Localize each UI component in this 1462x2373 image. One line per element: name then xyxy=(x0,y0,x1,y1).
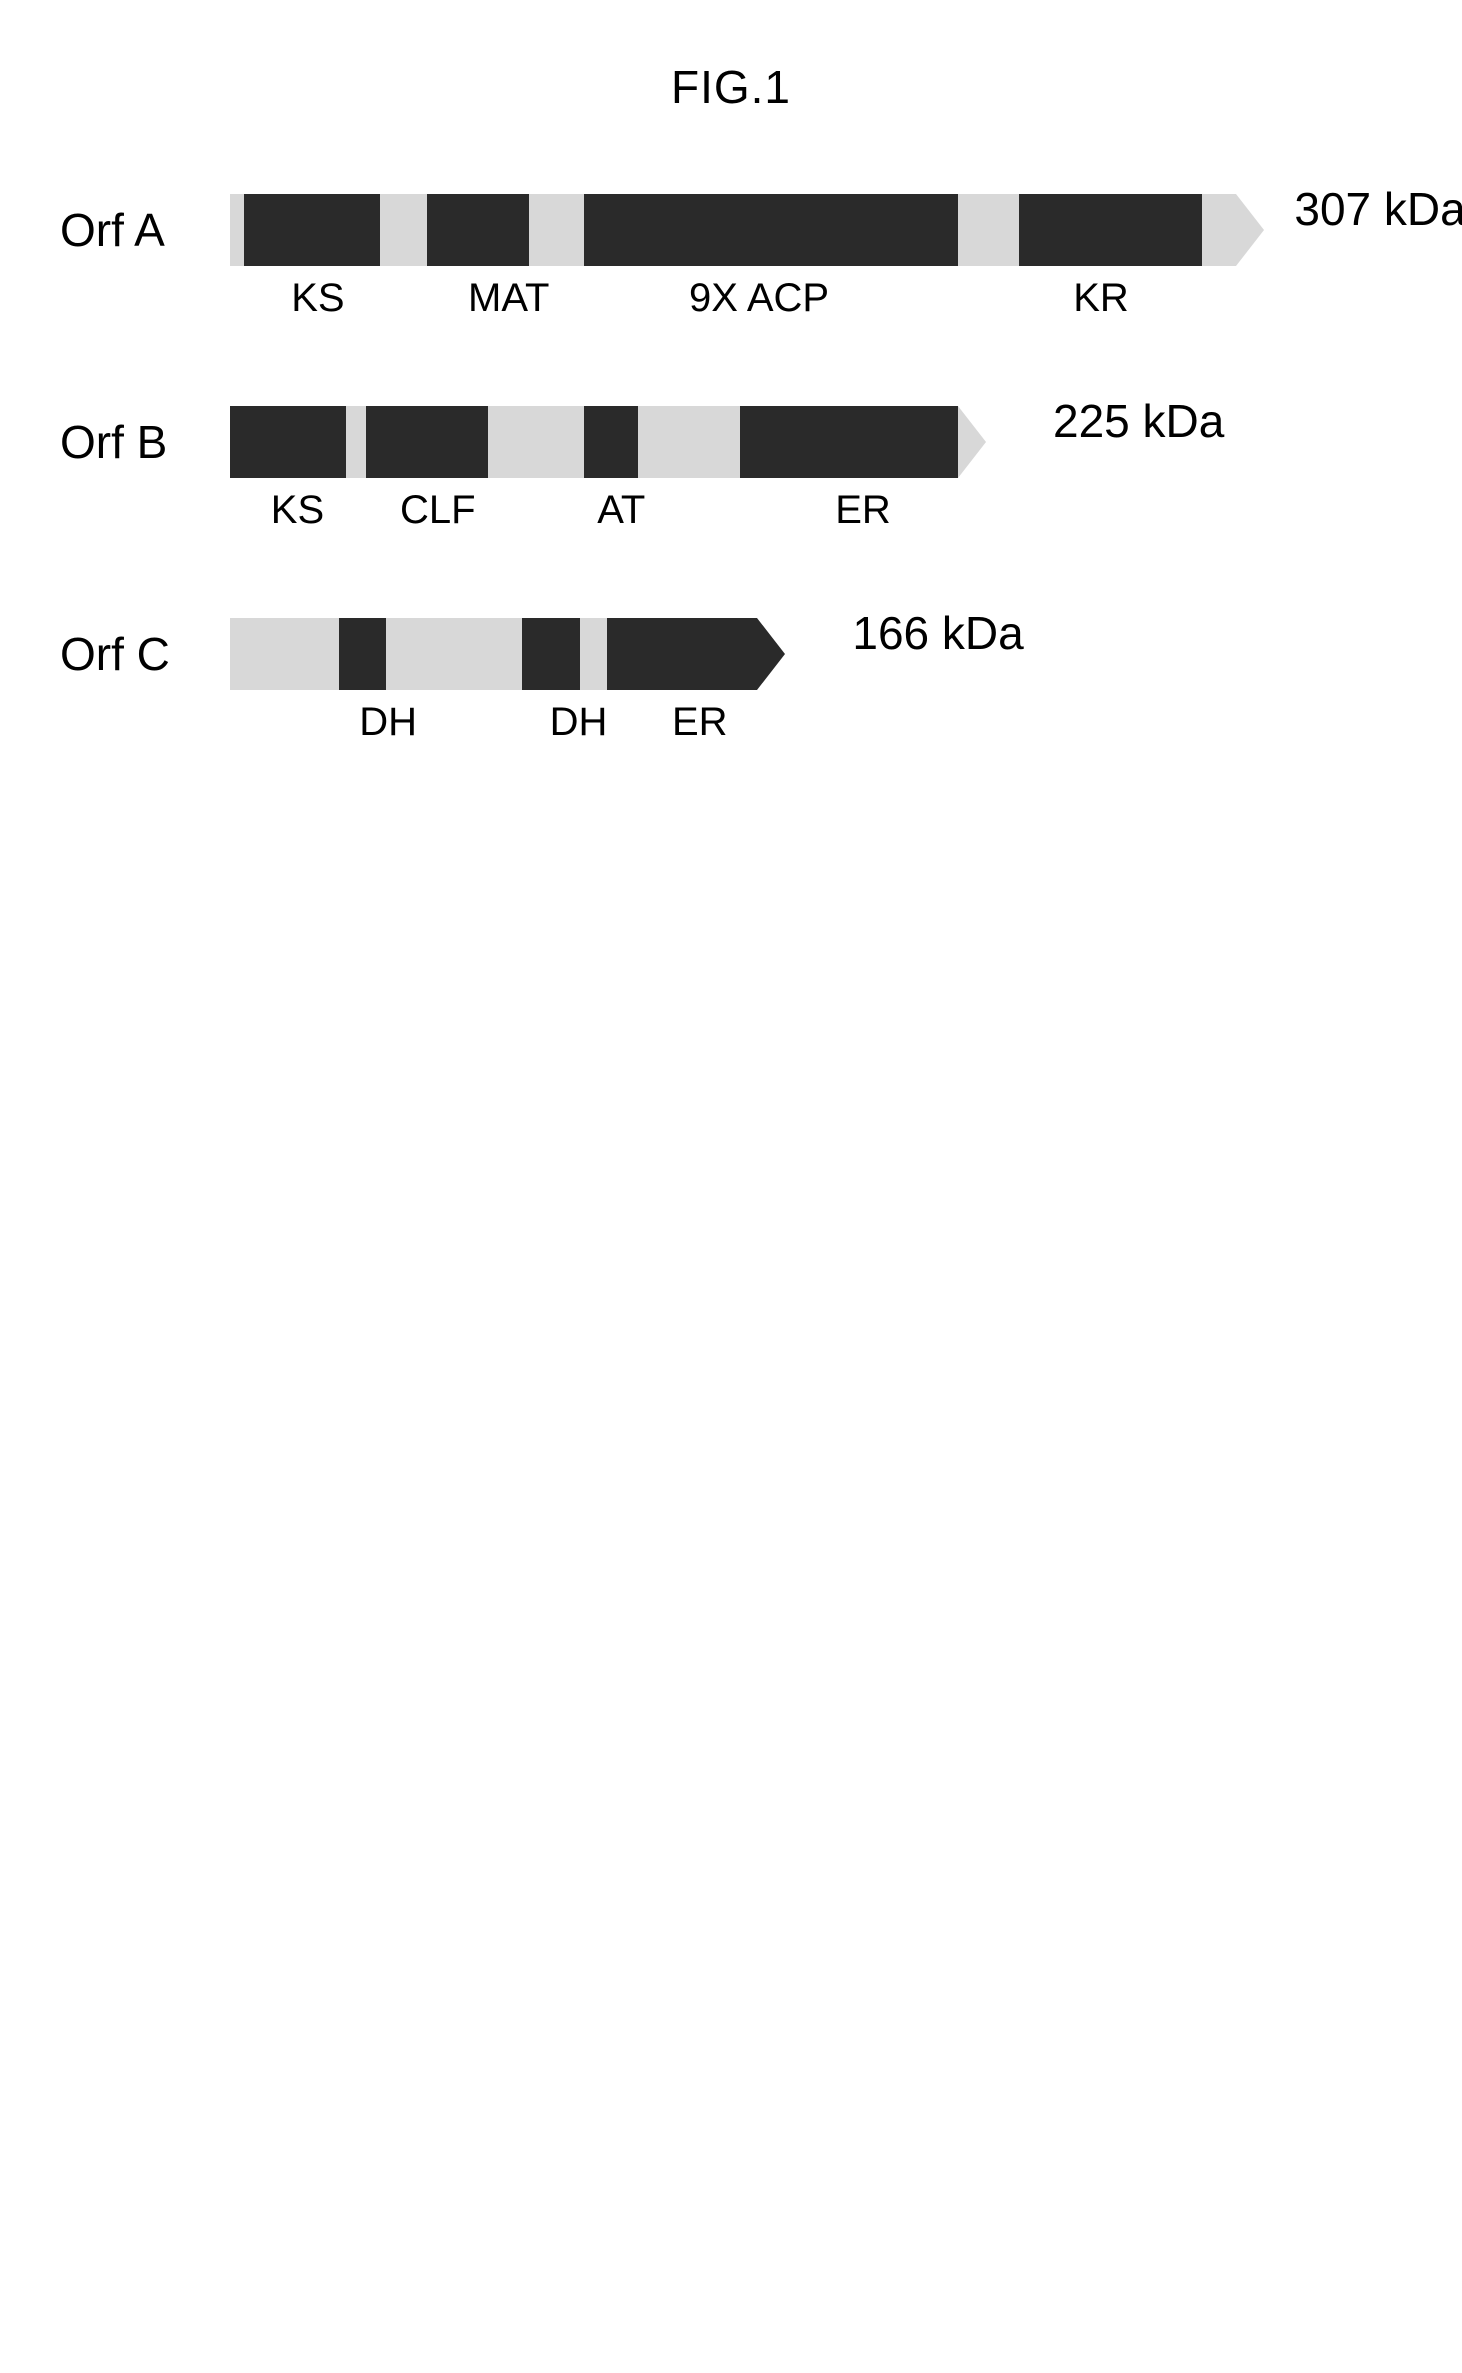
orf-bar xyxy=(230,618,822,690)
domain-label: KS xyxy=(271,488,324,533)
orf-bar xyxy=(230,194,1264,266)
orf-name-label: Orf C xyxy=(60,627,230,681)
domain-label: DH xyxy=(550,700,608,745)
domain-segment xyxy=(1202,194,1236,266)
orf-row: Orf AKSMAT9X ACPKR307 kDa xyxy=(60,194,1402,266)
arrowhead-icon xyxy=(1236,194,1264,266)
domain-segment xyxy=(366,406,488,478)
domain-label: KS xyxy=(291,276,344,321)
domain-segment xyxy=(230,406,346,478)
domain-label: KR xyxy=(1073,276,1129,321)
orf-name-label: Orf A xyxy=(60,203,230,257)
molecular-weight-label: 307 kDa xyxy=(1294,182,1462,236)
domain-segment xyxy=(230,194,244,266)
domain-segment xyxy=(584,194,958,266)
domain-segment xyxy=(346,406,366,478)
domain-label: CLF xyxy=(400,488,476,533)
orf-row: Orf BKSCLFATER225 kDa xyxy=(60,406,1402,478)
domain-labels-row: DH DH ER xyxy=(230,700,822,750)
domain-segment xyxy=(584,406,638,478)
domain-labels-row: KS CLF AT ER xyxy=(230,488,1023,538)
domain-label: MAT xyxy=(468,276,549,321)
domain-segment xyxy=(958,194,1019,266)
domain-segment xyxy=(1019,194,1203,266)
domain-segment xyxy=(638,406,740,478)
orf-row: Orf CDHDHER166 kDa xyxy=(60,618,1402,690)
domain-segment xyxy=(580,618,607,690)
domain-segment xyxy=(386,618,522,690)
orfs-container: Orf AKSMAT9X ACPKR307 kDaOrf BKSCLFATER2… xyxy=(60,194,1402,690)
domain-segment xyxy=(380,194,428,266)
orf-bar xyxy=(230,406,1023,478)
domain-label: DH xyxy=(359,700,417,745)
domain-label: ER xyxy=(672,700,728,745)
molecular-weight-label: 166 kDa xyxy=(852,606,1023,660)
domain-label: ER xyxy=(835,488,891,533)
domain-segment xyxy=(339,618,387,690)
domain-segment xyxy=(230,618,339,690)
domain-segment xyxy=(607,618,757,690)
arrowhead-icon xyxy=(757,618,785,690)
orf-diagram: DHDHER xyxy=(230,618,822,690)
domain-segment xyxy=(244,194,380,266)
figure-title: FIG.1 xyxy=(60,60,1402,114)
orf-name-label: Orf B xyxy=(60,415,230,469)
domain-segment xyxy=(740,406,958,478)
domain-segment xyxy=(522,618,580,690)
orf-diagram: KSCLFATER xyxy=(230,406,1023,478)
orf-diagram: KSMAT9X ACPKR xyxy=(230,194,1264,266)
domain-segment xyxy=(529,194,583,266)
domain-label: AT xyxy=(597,488,645,533)
domain-segment xyxy=(488,406,583,478)
domain-label: 9X ACP xyxy=(689,276,829,321)
molecular-weight-label: 225 kDa xyxy=(1053,394,1224,448)
domain-labels-row: KS MAT 9X ACP KR xyxy=(230,276,1264,326)
domain-segment xyxy=(427,194,529,266)
arrowhead-icon xyxy=(958,406,986,478)
